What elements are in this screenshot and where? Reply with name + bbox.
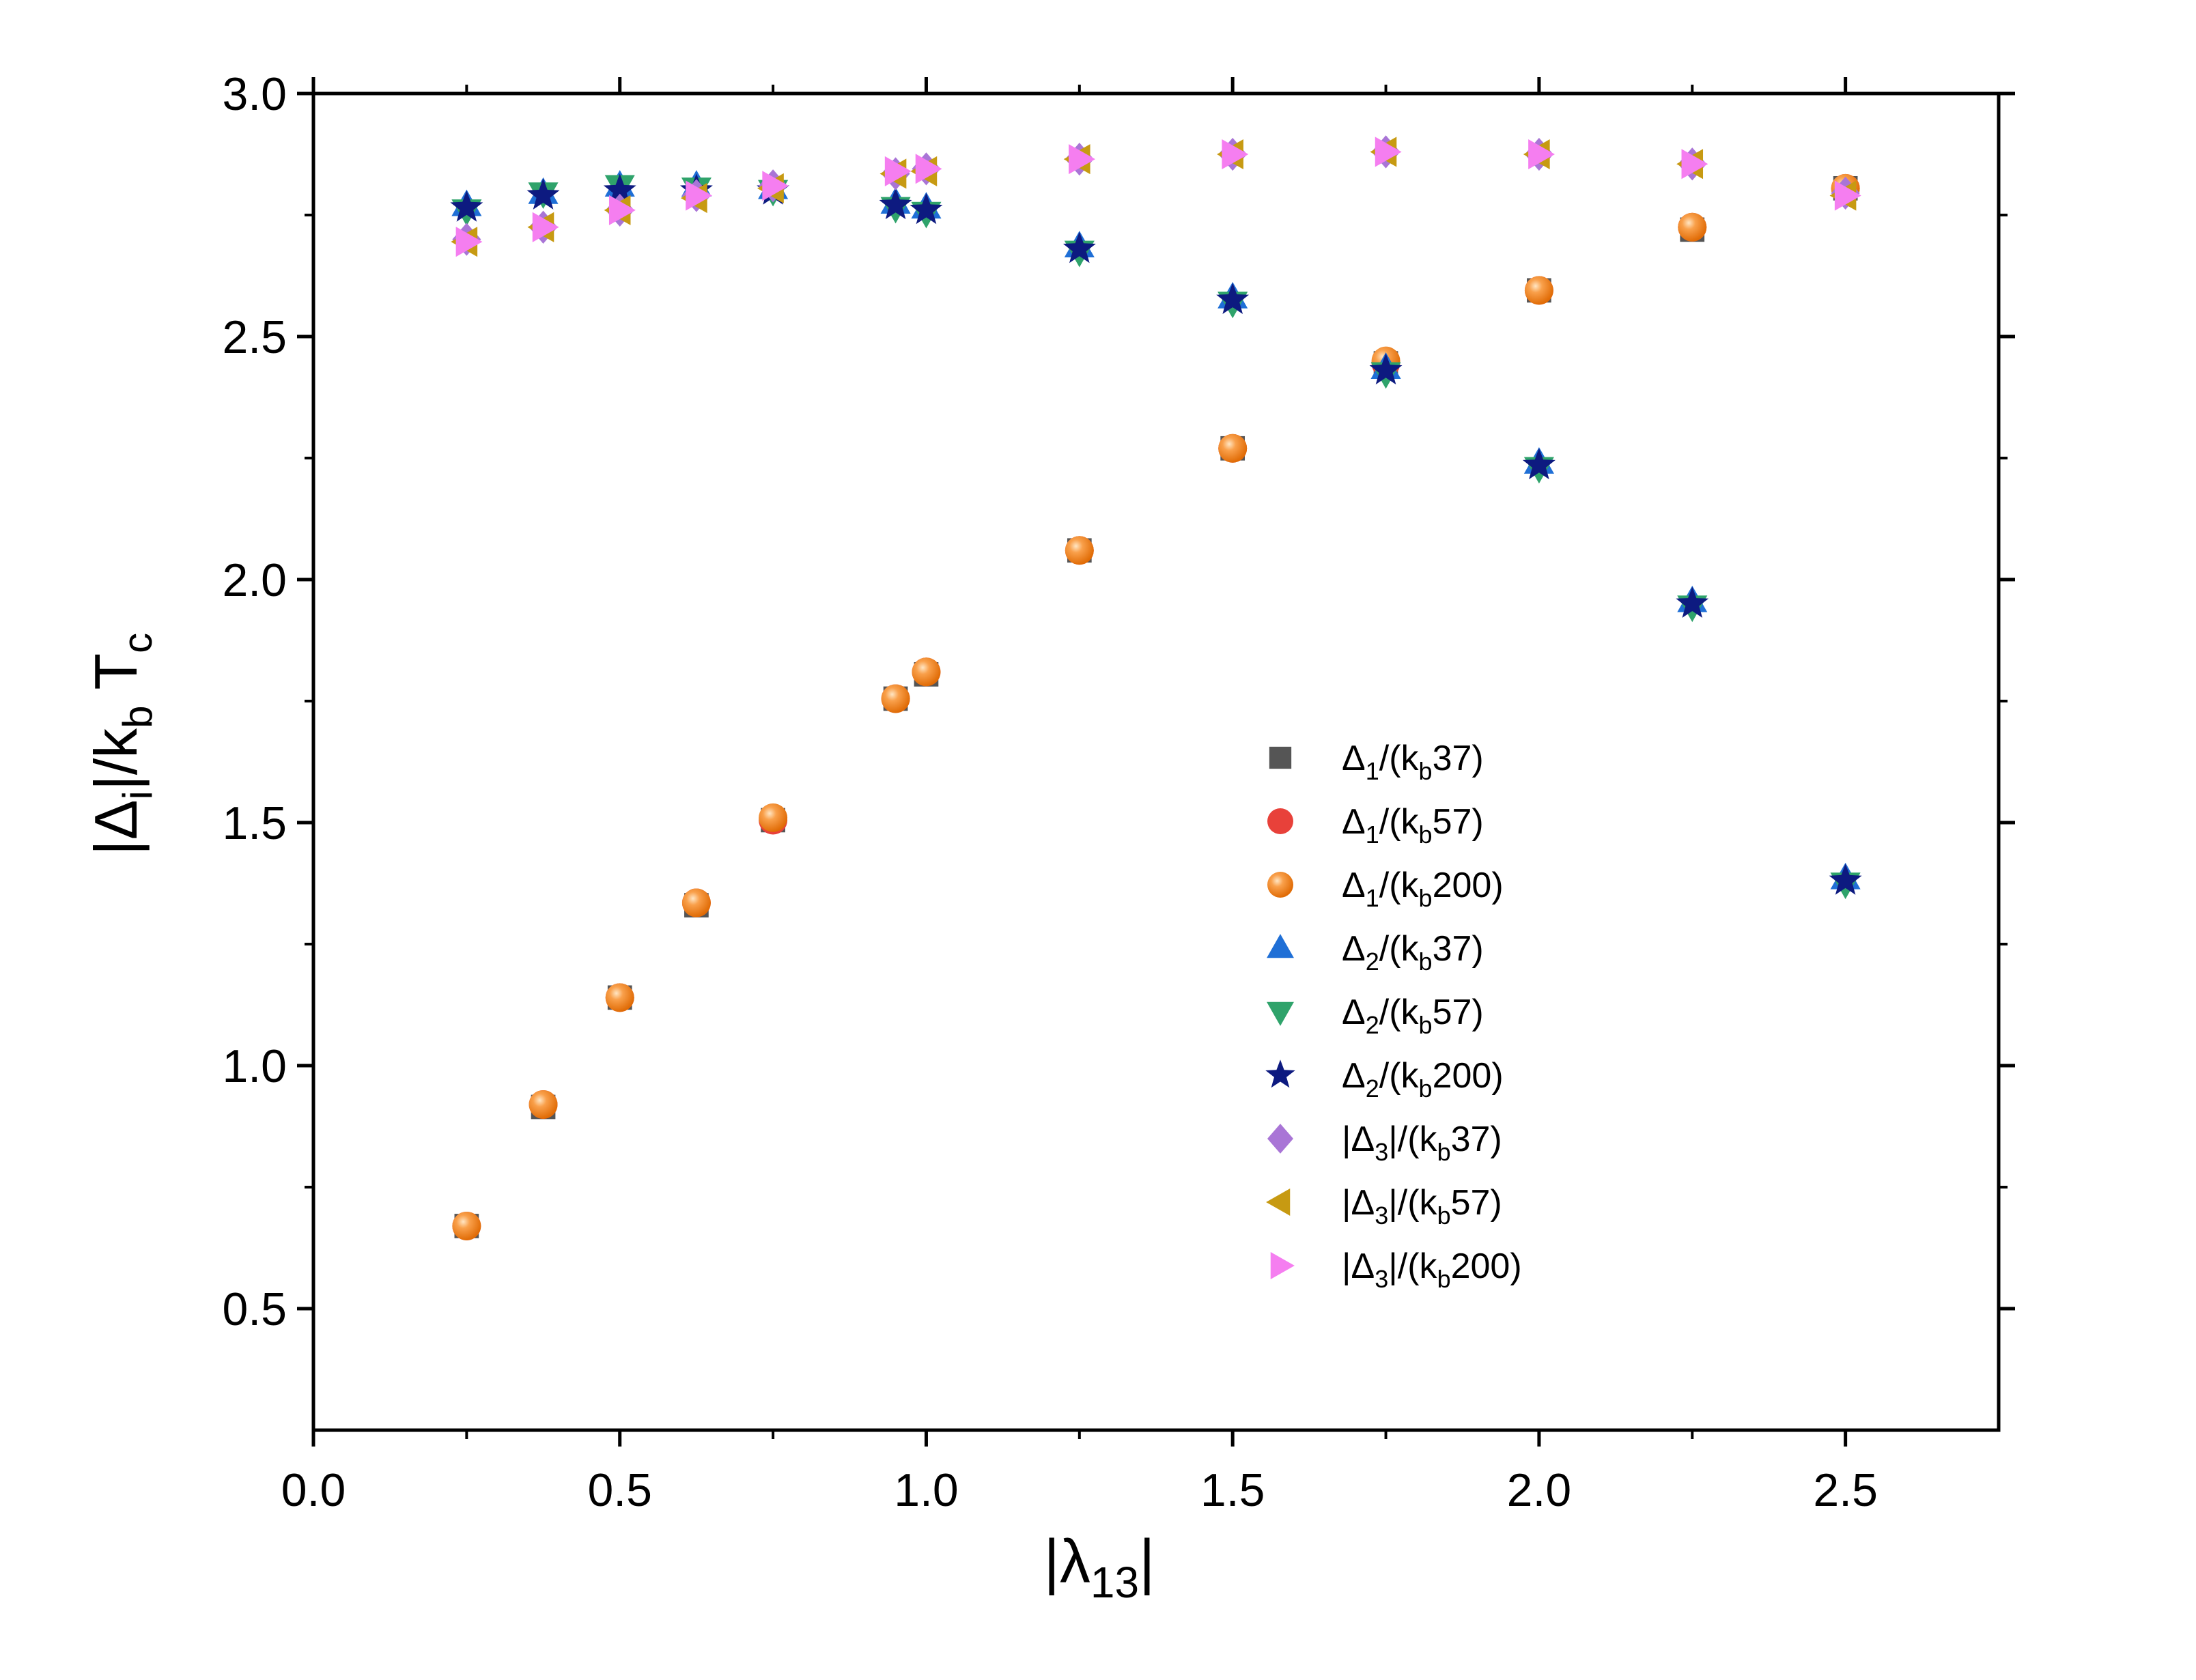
y-axis-label: |Δi|/kb Tc <box>82 633 160 855</box>
legend-marker <box>1267 872 1293 898</box>
x-tick-label: 2.0 <box>1507 1464 1572 1516</box>
series-8 <box>451 137 1857 257</box>
legend-entry: Δ1/(kb37) <box>1342 739 1484 785</box>
legend-entry: Δ1/(kb200) <box>1342 866 1504 912</box>
data-point <box>1065 536 1094 565</box>
legend-marker <box>1266 1188 1291 1216</box>
data-point <box>1375 137 1402 167</box>
data-point <box>526 178 560 210</box>
legend-entry: |Δ3|/(kb57) <box>1342 1183 1502 1229</box>
series-5 <box>451 175 1861 900</box>
x-tick-label: 0.5 <box>587 1464 652 1516</box>
series-3 <box>452 173 1860 1240</box>
series-7 <box>452 135 1860 256</box>
legend-entry: Δ2/(kb200) <box>1342 1056 1504 1102</box>
data-point <box>1834 180 1861 211</box>
data-point <box>1829 864 1862 895</box>
x-tick-label: 1.5 <box>1200 1464 1265 1516</box>
data-point <box>1681 149 1708 180</box>
plot-area: 0.0 0.5 1.0 1.5 2.0 2.5 0.5 1.0 1.5 2.0 2.5 3.0 Δ1/(… <box>222 68 2015 1516</box>
y-tick-label: 1.0 <box>222 1040 287 1092</box>
y-tick-label: 2.0 <box>222 554 287 606</box>
legend-marker <box>1270 1252 1295 1279</box>
x-axis-label: |λ13| <box>1044 1528 1155 1607</box>
series-1 <box>454 175 1858 1238</box>
data-point <box>452 1211 481 1240</box>
legend-marker <box>1265 1059 1295 1088</box>
data-point <box>1522 448 1556 480</box>
data-point <box>915 154 942 184</box>
data-point <box>884 156 912 186</box>
y-tick-label: 2.5 <box>222 311 287 363</box>
x-tick-label: 0.0 <box>281 1464 346 1516</box>
data-point <box>686 180 713 211</box>
data-point <box>529 1090 558 1119</box>
data-point <box>1524 276 1553 305</box>
legend-marker <box>1269 746 1292 769</box>
data-point <box>1676 586 1709 618</box>
series-4 <box>451 170 1861 889</box>
legend-marker <box>1267 934 1294 958</box>
legend-entry: Δ2/(kb37) <box>1342 929 1484 976</box>
data-point <box>532 212 559 242</box>
data-point <box>1218 433 1248 463</box>
legend: Δ1/(kb37) Δ1/(kb57) Δ1/(kb200) Δ2/(kb37) Δ2/… <box>1265 739 1522 1293</box>
data-point <box>1528 139 1556 170</box>
data-point <box>1069 144 1095 175</box>
legend-marker <box>1267 1001 1294 1026</box>
data-point <box>1062 231 1096 264</box>
series-9 <box>455 137 1861 257</box>
data-point <box>605 983 634 1012</box>
series-6 <box>450 173 1862 895</box>
data-point <box>912 657 941 687</box>
data-point <box>455 227 483 257</box>
data-point <box>910 193 943 225</box>
data-point <box>1678 212 1707 242</box>
legend-marker <box>1267 1124 1293 1154</box>
data-point <box>450 190 483 222</box>
data-point <box>762 171 789 201</box>
legend-entry: |Δ3|/(kb37) <box>1342 1120 1502 1166</box>
x-tick-label: 1.0 <box>894 1464 959 1516</box>
x-tick-label: 2.5 <box>1813 1464 1878 1516</box>
y-tick-label: 1.5 <box>222 797 287 849</box>
y-tick-label: 0.5 <box>222 1283 287 1335</box>
data-point <box>759 803 788 832</box>
data-point <box>1222 139 1249 170</box>
y-tick-label: 3.0 <box>222 68 287 120</box>
data-point <box>1216 283 1250 314</box>
data-point <box>603 173 636 205</box>
data-point <box>879 188 912 220</box>
series-2 <box>452 173 1860 1240</box>
legend-marker <box>1267 808 1293 834</box>
data-point <box>681 888 711 917</box>
data-point <box>608 195 636 225</box>
legend-entry: Δ1/(kb57) <box>1342 802 1484 849</box>
plot-frame <box>311 91 2001 1432</box>
legend-entry: Δ2/(kb57) <box>1342 993 1484 1039</box>
legend-entry: |Δ3|/(kb200) <box>1342 1247 1522 1293</box>
data-point <box>1369 353 1403 385</box>
data-point <box>881 684 910 713</box>
